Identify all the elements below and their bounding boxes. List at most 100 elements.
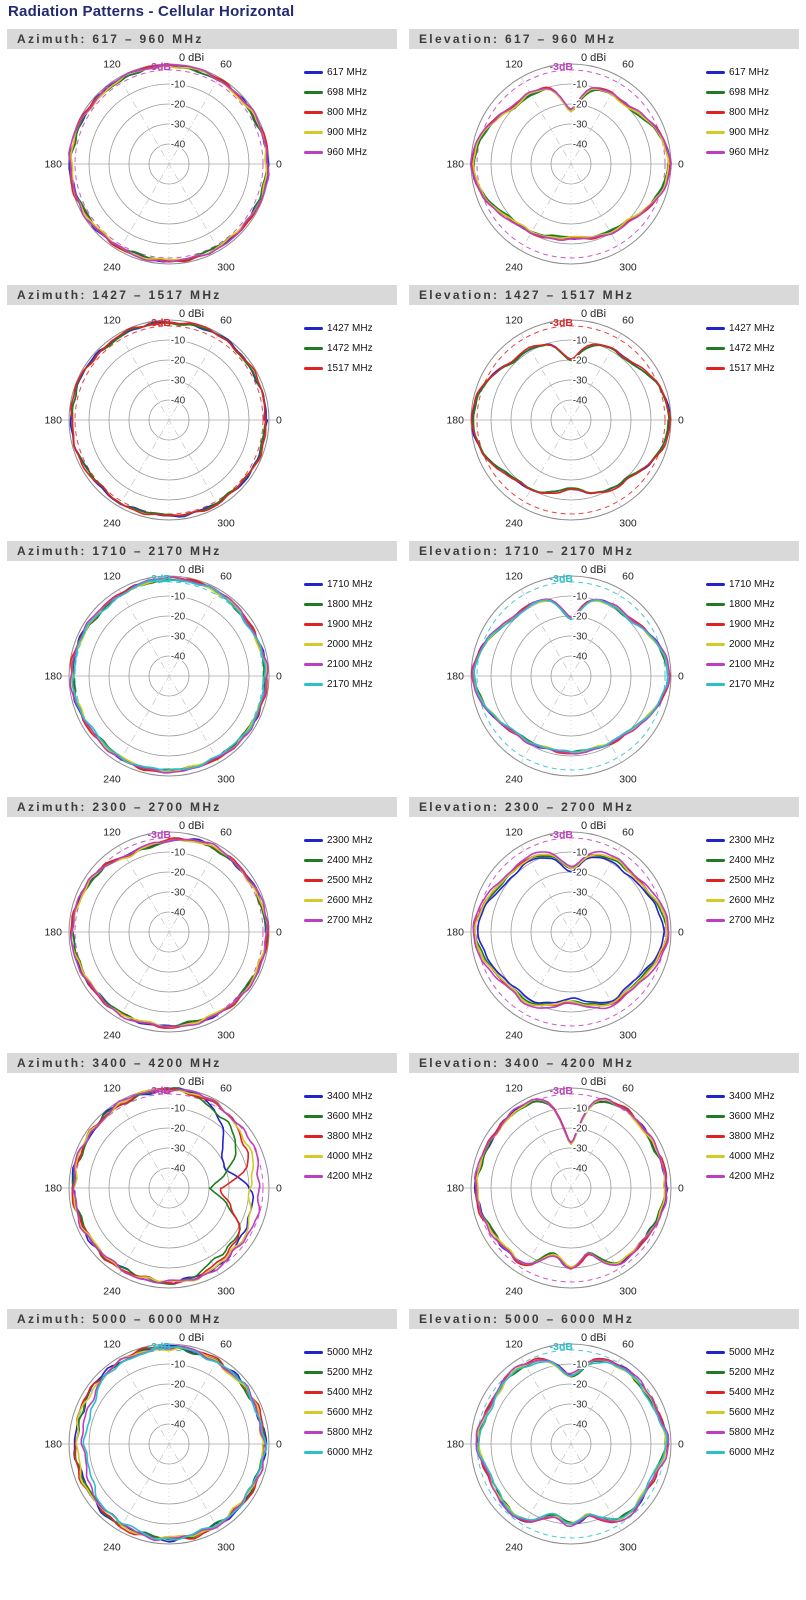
angle-tick-label: 0 [276, 159, 282, 171]
angle-tick-label: 180 [44, 927, 62, 939]
radial-tick-label: -10 [171, 848, 186, 859]
legend-item: 2300 MHz [304, 830, 373, 850]
series-trace-900-mhz [472, 88, 670, 239]
legend: 617 MHz 698 MHz 800 MHz 900 MHz 960 MHz [706, 62, 769, 162]
polar-chart-azimuth-617-960-mhz: 0 dBi -3dB -10 -20 -30 -40 0 60 120 180 240 300 [44, 52, 282, 274]
radial-axis-label: 0 dBi [581, 564, 606, 576]
legend-label: 900 MHz [327, 126, 368, 138]
legend-item: 5800 MHz [706, 1422, 775, 1442]
legend-swatch [706, 662, 725, 666]
legend-label: 2170 MHz [729, 678, 775, 690]
radial-tick-label: -20 [573, 612, 588, 623]
legend-swatch [706, 602, 725, 606]
legend-label: 617 MHz [327, 66, 368, 78]
legend-item: 2170 MHz [304, 674, 373, 694]
legend-swatch [706, 150, 725, 154]
legend-label: 960 MHz [729, 146, 770, 158]
legend: 3400 MHz 3600 MHz 3800 MHz 4000 MHz 4200 MHz [304, 1086, 373, 1186]
legend-item: 1710 MHz [304, 574, 373, 594]
radial-tick-label: -30 [171, 1400, 186, 1411]
legend-swatch [304, 642, 323, 646]
legend-label: 1800 MHz [327, 598, 373, 610]
radial-axis-label: 0 dBi [179, 820, 204, 832]
legend-item: 1800 MHz [706, 594, 775, 614]
legend-label: 1427 MHz [327, 322, 373, 334]
legend-swatch [304, 1174, 323, 1178]
polar-chart-elevation-1710-2170-mhz: 0 dBi -3dB -10 -20 -30 -40 0 60 120 180 240 300 [446, 564, 684, 786]
angle-tick-label: 120 [505, 1082, 523, 1094]
legend-item: 2000 MHz [706, 634, 775, 654]
legend-swatch [304, 582, 323, 586]
legend-item: 617 MHz [304, 62, 367, 82]
radial-tick-label: -10 [573, 336, 588, 347]
radial-tick-label: -10 [573, 848, 588, 859]
angle-tick-label: 60 [220, 570, 232, 582]
polar-chart-elevation-617-960-mhz: 0 dBi -3dB -10 -20 -30 -40 0 60 120 180 240 300 [446, 52, 684, 274]
axis-120-300 [520, 333, 622, 507]
legend-swatch [304, 346, 323, 350]
legend-item: 5200 MHz [706, 1362, 775, 1382]
legend-item: 3400 MHz [706, 1086, 775, 1106]
radial-tick-label: -10 [171, 1104, 186, 1115]
legend-label: 2500 MHz [729, 874, 775, 886]
legend-label: 1472 MHz [729, 342, 775, 354]
series-trace-2100-mhz [471, 598, 671, 755]
legend-label: 2100 MHz [729, 658, 775, 670]
angle-tick-label: 0 [276, 415, 282, 427]
legend-item: 3800 MHz [706, 1126, 775, 1146]
radial-axis-label: 0 dBi [179, 1076, 204, 1088]
legend-label: 1710 MHz [729, 578, 775, 590]
radial-axis-label: 0 dBi [581, 308, 606, 320]
legend-item: 1427 MHz [706, 318, 775, 338]
chart-cell-elevation-3400-4200-mhz: Elevation: 3400 – 4200 MHz 0 dBi -3dB -10 -2… [409, 1053, 799, 1308]
section-header: Elevation: 1710 – 2170 MHz [409, 541, 799, 561]
legend-swatch [706, 1430, 725, 1434]
angle-tick-label: 180 [446, 1439, 464, 1451]
legend-label: 960 MHz [327, 146, 368, 158]
polar-chart-azimuth-1710-2170-mhz: 0 dBi -3dB -10 -20 -30 -40 0 60 120 180 240 300 [44, 564, 282, 786]
series-trace-2170-mhz [71, 579, 267, 772]
radial-tick-label: -20 [573, 868, 588, 879]
legend-item: 2700 MHz [706, 910, 775, 930]
ref-label: -3dB [550, 1341, 574, 1353]
angle-tick-label: 300 [217, 1286, 235, 1298]
legend-swatch [706, 582, 725, 586]
legend-label: 3800 MHz [327, 1130, 373, 1142]
radial-tick-label: -40 [573, 140, 588, 151]
axis-120-300 [118, 845, 220, 1019]
section-header: Elevation: 3400 – 4200 MHz [409, 1053, 799, 1073]
polar-chart-elevation-2300-2700-mhz: 0 dBi -3dB -10 -20 -30 -40 0 60 120 180 240 300 [446, 820, 684, 1042]
radial-tick-label: -20 [171, 868, 186, 879]
legend-item: 1472 MHz [706, 338, 775, 358]
legend-swatch [304, 366, 323, 370]
legend-swatch [304, 1154, 323, 1158]
legend-item: 1427 MHz [304, 318, 373, 338]
legend: 1710 MHz 1800 MHz 1900 MHz 2000 MHz 2100 MHz… [304, 574, 373, 694]
radial-tick-label: -20 [573, 1380, 588, 1391]
legend-item: 3800 MHz [304, 1126, 373, 1146]
chart-panel: 0 dBi -3dB -10 -20 -30 -40 0 60 120 180 240 300 5000… [7, 1329, 397, 1564]
angle-tick-label: 0 [678, 927, 684, 939]
axis-120-300 [118, 77, 220, 251]
radial-tick-label: -10 [573, 80, 588, 91]
chart-panel: 0 dBi -3dB -10 -20 -30 -40 0 60 120 180 240 300 2300… [409, 817, 799, 1052]
chart-panel: 0 dBi -3dB -10 -20 -30 -40 0 60 120 180 240 300 3400… [409, 1073, 799, 1308]
angle-tick-label: 180 [446, 671, 464, 683]
legend-label: 4000 MHz [327, 1150, 373, 1162]
angle-tick-label: 240 [103, 774, 121, 786]
legend-item: 2600 MHz [706, 890, 775, 910]
radial-tick-label: -20 [573, 356, 588, 367]
legend-item: 1517 MHz [304, 358, 373, 378]
legend-label: 1800 MHz [729, 598, 775, 610]
legend-label: 1900 MHz [729, 618, 775, 630]
chart-cell-azimuth-3400-4200-mhz: Azimuth: 3400 – 4200 MHz 0 dBi -3dB -10 -20 -… [7, 1053, 397, 1308]
legend-label: 5600 MHz [729, 1406, 775, 1418]
angle-tick-label: 180 [44, 415, 62, 427]
ref-label: -3dB [148, 1085, 172, 1097]
legend: 1427 MHz 1472 MHz 1517 MHz [304, 318, 373, 378]
ref-circle-3db [476, 325, 666, 515]
radial-tick-label: -10 [171, 80, 186, 91]
legend-label: 6000 MHz [729, 1446, 775, 1458]
legend-swatch [706, 1154, 725, 1158]
legend-swatch [706, 1094, 725, 1098]
